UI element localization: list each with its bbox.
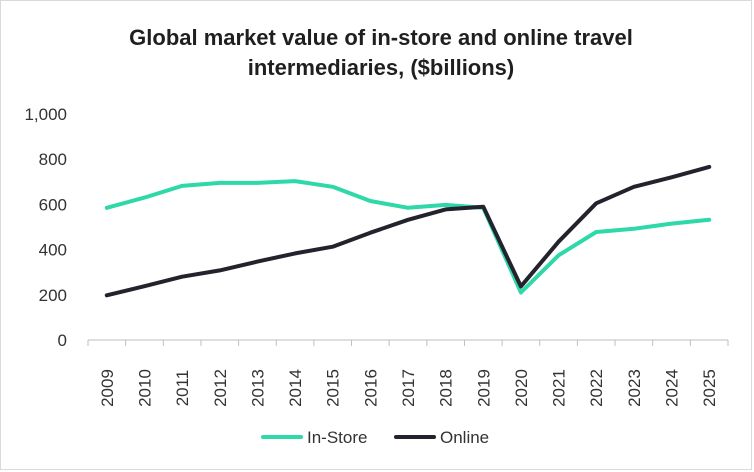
y-tick-label: 400	[39, 241, 67, 260]
x-tick-label: 2024	[663, 369, 682, 407]
y-tick-label: 0	[58, 331, 67, 350]
x-tick-label: 2025	[700, 369, 719, 407]
series-line-online	[104, 164, 712, 298]
chart-title: Global market value of in-store and onli…	[129, 25, 633, 80]
x-tick-label: 2019	[474, 369, 493, 407]
series-line-in-store	[104, 179, 712, 295]
x-tick-label: 2016	[361, 369, 380, 407]
y-tick-label: 600	[39, 195, 67, 214]
x-tick-label: 2023	[625, 369, 644, 407]
y-tick-label: 1,000	[24, 105, 67, 124]
x-axis-tick-labels: 2009 2010 2011 2012 2013 2014 2015 2016 2017 2018…	[98, 369, 719, 407]
y-tick-label: 200	[39, 286, 67, 305]
legend-label: In-Store	[307, 428, 367, 447]
x-tick-label: 2014	[286, 369, 305, 407]
x-tick-label: 2009	[98, 369, 117, 407]
x-tick-label: 2013	[248, 369, 267, 407]
x-tick-label: 2021	[550, 369, 569, 407]
legend-label: Online	[440, 428, 489, 447]
x-tick-label: 2020	[512, 369, 531, 407]
x-tick-label: 2011	[173, 370, 192, 407]
x-tick-label: 2015	[324, 369, 343, 407]
y-axis-tick-labels: 0 200 400 600 800 1,000	[24, 105, 67, 350]
y-tick-label: 800	[39, 150, 67, 169]
x-tick-label: 2012	[211, 369, 230, 407]
x-axis	[87, 339, 729, 346]
x-tick-label: 2017	[399, 369, 418, 407]
x-tick-label: 2018	[437, 369, 456, 407]
series-lines	[104, 164, 712, 298]
x-tick-label: 2010	[135, 369, 154, 407]
legend: In-Store Online	[261, 428, 489, 447]
x-tick-label: 2022	[587, 369, 606, 407]
